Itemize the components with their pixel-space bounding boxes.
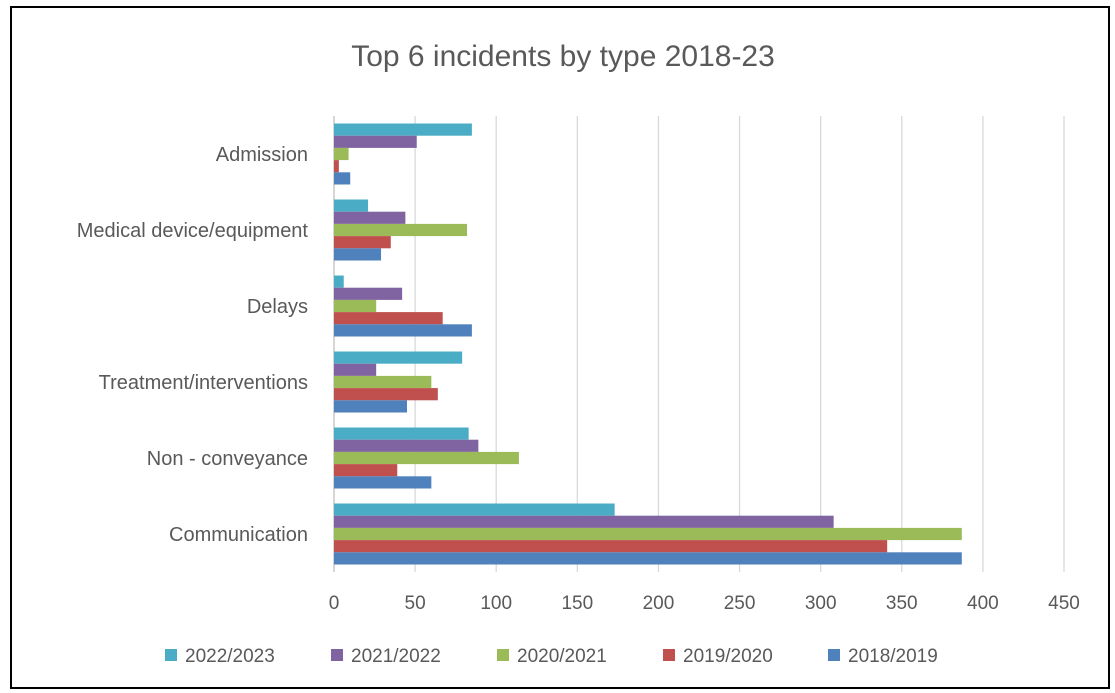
bar-medical-device-equipment-2018-2019 [334, 248, 382, 261]
bar-treatment-interventions-2018-2019 [334, 400, 407, 413]
tick-label-0: 0 [329, 593, 340, 614]
bar-treatment-interventions-2019-2020 [334, 388, 438, 401]
bar-non-conveyance-2018-2019 [334, 476, 432, 489]
bar-admission-2018-2019 [334, 172, 351, 185]
tick-label-150: 150 [561, 593, 593, 614]
bar-delays-2020-2021 [334, 299, 377, 313]
bar-delays-2019-2020 [334, 312, 443, 325]
value-axis: 0 50 100 150 200 250 300 350 400 450 [329, 593, 1080, 614]
tick-label-450: 450 [1048, 593, 1080, 614]
bar-communication-2018-2019 [334, 552, 962, 565]
bars [334, 123, 962, 565]
bar-delays-2022-2023 [334, 275, 344, 288]
bar-medical-device-equipment-2021-2022 [334, 211, 406, 224]
category-label-delays: Delays [247, 296, 308, 318]
legend-swatch-2018-2019 [828, 649, 840, 661]
bar-medical-device-equipment-2019-2020 [334, 236, 391, 249]
category-label-admission: Admission [216, 144, 308, 166]
chart-title: Top 6 incidents by type 2018-23 [351, 40, 775, 73]
bar-admission-2022-2023 [334, 123, 472, 136]
legend-swatch-2020-2021 [497, 649, 509, 661]
bar-non-conveyance-2020-2021 [334, 451, 519, 465]
bar-communication-2020-2021 [334, 527, 962, 541]
tick-label-200: 200 [643, 593, 675, 614]
bar-admission-2019-2020 [334, 160, 339, 173]
bar-delays-2021-2022 [334, 287, 403, 300]
category-label-non-conveyance: Non - conveyance [147, 448, 308, 470]
bar-admission-2020-2021 [334, 147, 349, 161]
bar-treatment-interventions-2022-2023 [334, 351, 463, 364]
bar-communication-2022-2023 [334, 503, 615, 516]
category-label-medical-device-equipment: Medical device/equipment [77, 220, 309, 242]
bar-communication-2021-2022 [334, 515, 834, 528]
tick-label-350: 350 [886, 593, 918, 614]
bar-communication-2019-2020 [334, 540, 888, 553]
bar-admission-2021-2022 [334, 135, 417, 148]
tick-label-100: 100 [480, 593, 512, 614]
bar-treatment-interventions-2021-2022 [334, 363, 377, 376]
legend-label-2018-2019: 2018/2019 [848, 646, 938, 667]
gridlines [333, 116, 1065, 572]
category-label-treatment-interventions: Treatment/interventions [99, 372, 308, 394]
bar-treatment-interventions-2020-2021 [334, 375, 432, 389]
tick-label-300: 300 [805, 593, 837, 614]
tick-label-50: 50 [405, 593, 426, 614]
legend-label-2022-2023: 2022/2023 [185, 646, 275, 667]
bar-non-conveyance-2021-2022 [334, 439, 479, 452]
chart-frame [10, 6, 1110, 689]
bar-medical-device-equipment-2022-2023 [334, 199, 369, 212]
legend-swatch-2019-2020 [663, 649, 675, 661]
legend-swatch-2022-2023 [165, 649, 177, 661]
legend-label-2021-2022: 2021/2022 [351, 646, 441, 667]
tick-label-400: 400 [967, 593, 999, 614]
tick-label-250: 250 [724, 593, 756, 614]
category-label-communication: Communication [169, 524, 308, 546]
legend-label-2020-2021: 2020/2021 [517, 646, 607, 667]
bar-delays-2018-2019 [334, 324, 472, 337]
bar-medical-device-equipment-2020-2021 [334, 223, 468, 237]
legend: 2022/2023 2021/2022 2020/2021 2019/2020 2018… [165, 646, 938, 667]
bar-non-conveyance-2022-2023 [334, 427, 469, 440]
bar-non-conveyance-2019-2020 [334, 464, 398, 477]
legend-swatch-2021-2022 [331, 649, 343, 661]
legend-label-2019-2020: 2019/2020 [683, 646, 773, 667]
